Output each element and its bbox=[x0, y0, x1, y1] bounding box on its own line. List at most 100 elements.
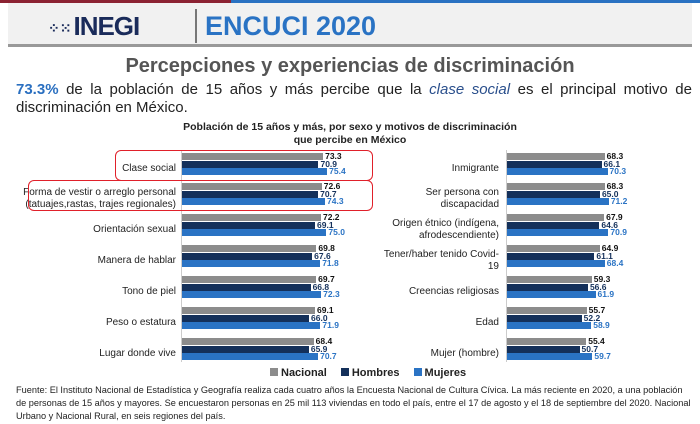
bar-hombres bbox=[182, 252, 313, 260]
data-label: 66.8 bbox=[312, 281, 330, 292]
data-label: 56.6 bbox=[589, 281, 607, 292]
data-label: 64.9 bbox=[601, 243, 619, 253]
category-label: Tono de piel bbox=[122, 286, 176, 297]
logo-text: INEGI bbox=[73, 11, 140, 41]
data-label: 72.2 bbox=[322, 212, 340, 222]
category-label: Origen étnico (indígena, afrodescendient… bbox=[392, 218, 499, 241]
data-label: 61.9 bbox=[597, 289, 615, 299]
data-label: 70.3 bbox=[609, 166, 627, 176]
data-label: 52.2 bbox=[583, 312, 601, 323]
data-label: 70.9 bbox=[610, 227, 627, 237]
data-label: 73.3 bbox=[325, 151, 342, 161]
axis-line bbox=[506, 150, 507, 362]
data-label: 70.7 bbox=[320, 188, 337, 199]
bar-mujeres bbox=[182, 198, 326, 205]
bar-nacional bbox=[182, 183, 322, 190]
header: ⁘⁙INEGI ENCUCI 2020 bbox=[8, 3, 692, 47]
data-label: 72.3 bbox=[323, 289, 340, 299]
lead-after: es el principal motivo de discriminación… bbox=[16, 81, 692, 116]
bar-nacional bbox=[182, 307, 316, 314]
lead-before: de la población de 15 años y más percibe… bbox=[58, 81, 430, 98]
category-label: Edad bbox=[475, 317, 499, 328]
data-label: 68.3 bbox=[606, 181, 624, 191]
data-label: 74.3 bbox=[327, 196, 344, 206]
bar-mujeres bbox=[507, 168, 608, 175]
category-label: Forma de vestir o arreglo personal (tatu… bbox=[23, 187, 176, 210]
bar-hombres bbox=[182, 283, 311, 291]
bar-nacional bbox=[182, 245, 317, 252]
legend-label: Nacional bbox=[281, 367, 327, 379]
bar-nacional bbox=[507, 338, 587, 345]
legend-swatch bbox=[340, 368, 349, 376]
data-label: 59.3 bbox=[593, 274, 611, 284]
bar-mujeres bbox=[507, 260, 605, 267]
bar-hombres bbox=[507, 283, 588, 291]
highlight-box bbox=[28, 180, 373, 211]
legend-item-mujeres: Mujeres bbox=[413, 367, 467, 379]
bar-hombres bbox=[182, 345, 309, 353]
data-label: 59.7 bbox=[594, 351, 611, 361]
bar-mujeres bbox=[182, 353, 319, 360]
category-label: Peso o estatura bbox=[105, 317, 176, 328]
chart-title: Población de 15 años y más, por sexo y m… bbox=[183, 121, 517, 146]
category-label: Inmigrante bbox=[451, 163, 499, 174]
data-label: 70.7 bbox=[320, 351, 337, 361]
category-label: Mujer (hombre) bbox=[430, 348, 499, 359]
bar-nacional bbox=[507, 245, 600, 252]
data-label: 67.6 bbox=[314, 250, 331, 261]
legend-label: Mujeres bbox=[424, 367, 467, 379]
page-title: Percepciones y experiencias de discrimin… bbox=[125, 55, 575, 77]
bar-hombres bbox=[507, 221, 600, 229]
bar-hombres bbox=[182, 314, 310, 322]
category-label: Lugar donde vive bbox=[99, 348, 176, 359]
bar-hombres bbox=[507, 190, 600, 198]
data-label: 69.8 bbox=[318, 243, 335, 253]
bar-hombres bbox=[182, 190, 319, 198]
lead-emph: clase social bbox=[429, 81, 511, 98]
bar-hombres bbox=[507, 345, 580, 353]
bar-mujeres bbox=[507, 322, 592, 329]
bar-nacional bbox=[507, 307, 587, 314]
data-label: 71.9 bbox=[322, 320, 339, 330]
bar-mujeres bbox=[507, 291, 596, 298]
bar-mujeres bbox=[507, 353, 593, 360]
data-label: 65.9 bbox=[310, 343, 328, 354]
data-label: 71.2 bbox=[610, 196, 628, 206]
top-accent-bar bbox=[0, 0, 700, 3]
data-label: 69.1 bbox=[317, 219, 334, 230]
dots-icon: ⁘⁙ bbox=[48, 19, 72, 36]
data-label: 71.8 bbox=[322, 258, 339, 268]
data-label: 61.1 bbox=[596, 250, 613, 261]
data-label: 70.9 bbox=[320, 158, 338, 169]
bar-mujeres bbox=[507, 229, 609, 236]
survey-title: ENCUCI 2020 bbox=[205, 11, 377, 41]
bar-mujeres bbox=[182, 291, 322, 298]
bar-nacional bbox=[507, 183, 605, 190]
category-label: Manera de hablar bbox=[97, 255, 176, 266]
bar-mujeres bbox=[507, 198, 609, 205]
data-label: 55.4 bbox=[588, 336, 605, 346]
category-label: Orientación sexual bbox=[93, 224, 176, 235]
data-label: 67.9 bbox=[606, 212, 623, 222]
data-label: 66.1 bbox=[603, 158, 621, 169]
data-label: 69.7 bbox=[318, 274, 335, 284]
data-label: 50.7 bbox=[581, 343, 599, 354]
bar-nacional bbox=[507, 276, 592, 283]
data-label: 58.9 bbox=[593, 320, 610, 330]
legend: Nacional Hombres Mujeres bbox=[270, 367, 466, 379]
bar-hombres bbox=[182, 160, 319, 168]
data-label: 68.4 bbox=[315, 336, 333, 346]
legend-item-nacional: Nacional bbox=[270, 367, 327, 379]
footnote: Fuente: El Instituto Nacional de Estadís… bbox=[16, 385, 691, 421]
bar-mujeres bbox=[182, 322, 321, 329]
bar-nacional bbox=[507, 153, 605, 160]
bar-hombres bbox=[507, 160, 602, 168]
data-label: 69.1 bbox=[317, 305, 334, 315]
axis-line bbox=[181, 150, 182, 362]
bar-nacional bbox=[182, 153, 324, 160]
category-label: Clase social bbox=[122, 163, 176, 174]
legend-item-hombres: Hombres bbox=[340, 367, 400, 379]
data-label: 65.0 bbox=[601, 188, 619, 199]
data-label: 68.4 bbox=[606, 258, 624, 268]
category-label: Creencias religiosas bbox=[408, 286, 499, 297]
